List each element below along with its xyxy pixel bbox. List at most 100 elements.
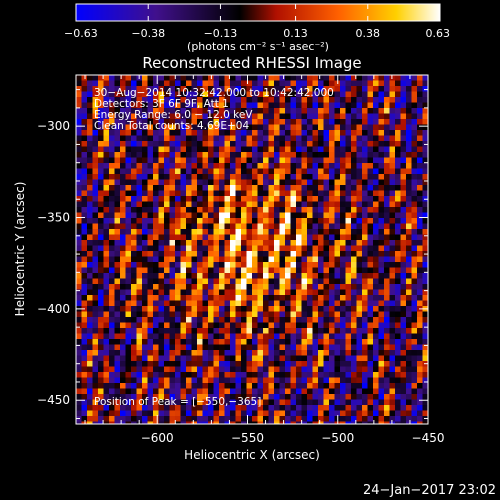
x-tick-label: −600	[141, 431, 174, 445]
heatmap-cell	[208, 234, 214, 241]
heatmap-cell	[400, 97, 407, 103]
heatmap-cell	[98, 289, 104, 296]
heatmap-cell	[362, 168, 368, 175]
heatmap-cell	[92, 201, 99, 208]
heatmap-cell	[406, 416, 412, 422]
heatmap-cell	[153, 377, 159, 384]
heatmap-cell	[235, 168, 242, 175]
heatmap-cell	[301, 405, 308, 411]
heatmap-cell	[158, 267, 165, 274]
heatmap-cell	[417, 86, 423, 92]
heatmap-cell	[274, 80, 280, 87]
heatmap-cell	[378, 383, 385, 389]
heatmap-cell	[169, 394, 176, 400]
heatmap-cell	[76, 240, 82, 246]
heatmap-cell	[334, 339, 341, 345]
heatmap-cell	[389, 333, 396, 340]
heatmap-cell	[114, 102, 121, 109]
heatmap-cell	[274, 366, 280, 373]
heatmap-cell	[274, 410, 280, 417]
heatmap-cell	[389, 322, 396, 329]
heatmap-cell	[186, 295, 192, 301]
heatmap-cell	[92, 229, 99, 235]
heatmap-cell	[296, 416, 302, 422]
heatmap-cell	[202, 289, 209, 296]
heatmap-cell	[384, 256, 390, 263]
heatmap-cell	[389, 223, 396, 230]
heatmap-cell	[285, 124, 291, 131]
heatmap-cell	[373, 108, 379, 114]
heatmap-cell	[224, 218, 231, 224]
heatmap-cell	[318, 300, 324, 307]
heatmap-cell	[417, 152, 423, 158]
heatmap-cell	[296, 278, 302, 285]
heatmap-cell	[142, 86, 148, 92]
heatmap-cell	[329, 124, 335, 131]
heatmap-cell	[389, 229, 396, 235]
heatmap-cell	[378, 372, 385, 378]
heatmap-cell	[274, 91, 280, 98]
heatmap-cell	[235, 300, 242, 307]
heatmap-cell	[158, 152, 165, 158]
heatmap-cell	[411, 152, 418, 158]
heatmap-cell	[307, 75, 313, 81]
heatmap-cell	[169, 80, 176, 87]
heatmap-cell	[87, 75, 93, 81]
heatmap-cell	[76, 262, 82, 268]
heatmap-cell	[98, 355, 104, 362]
heatmap-cell	[136, 251, 143, 257]
heatmap-cell	[224, 416, 231, 422]
heatmap-cell	[263, 152, 269, 158]
heatmap-cell	[169, 234, 176, 241]
heatmap-cell	[224, 421, 231, 424]
heatmap-cell	[373, 234, 379, 241]
heatmap-cell	[351, 113, 357, 120]
heatmap-cell	[400, 251, 407, 257]
heatmap-cell	[257, 185, 264, 191]
heatmap-cell	[417, 234, 423, 241]
heatmap-cell	[208, 207, 214, 213]
heatmap-cell	[81, 262, 88, 268]
heatmap-cell	[103, 86, 110, 92]
heatmap-cell	[81, 410, 88, 417]
heatmap-cell	[417, 168, 423, 175]
heatmap-cell	[191, 383, 198, 389]
heatmap-cell	[268, 240, 275, 246]
heatmap-cell	[197, 306, 203, 312]
heatmap-cell	[164, 80, 170, 87]
heatmap-cell	[395, 102, 401, 109]
heatmap-cell	[136, 311, 143, 318]
heatmap-cell	[246, 295, 253, 301]
heatmap-cell	[351, 240, 357, 246]
heatmap-cell	[323, 377, 330, 384]
heatmap-cell	[213, 361, 220, 367]
heatmap-cell	[191, 361, 198, 367]
heatmap-cell	[81, 256, 88, 263]
heatmap-cell	[290, 289, 297, 296]
heatmap-cell	[252, 317, 258, 323]
heatmap-cell	[147, 339, 154, 345]
heatmap-cell	[290, 377, 297, 384]
heatmap-cell	[158, 245, 165, 252]
colorbar-tick-label: 0.38	[356, 27, 381, 40]
heatmap-cell	[142, 234, 148, 241]
heatmap-cell	[252, 119, 258, 125]
heatmap-cell	[345, 295, 352, 301]
heatmap-cell	[191, 229, 198, 235]
heatmap-cell	[235, 163, 242, 169]
heatmap-cell	[378, 328, 385, 334]
heatmap-cell	[400, 223, 407, 230]
heatmap-cell	[153, 218, 159, 224]
heatmap-cell	[345, 240, 352, 246]
heatmap-cell	[340, 223, 346, 230]
heatmap-cell	[81, 97, 88, 103]
heatmap-cell	[235, 146, 242, 153]
heatmap-cell	[378, 102, 385, 109]
heatmap-cell	[395, 113, 401, 120]
heatmap-cell	[136, 223, 143, 230]
heatmap-cell	[246, 289, 253, 296]
heatmap-cell	[180, 223, 187, 230]
heatmap-cell	[422, 168, 428, 175]
heatmap-cell	[285, 267, 291, 274]
heatmap-cell	[351, 108, 357, 114]
